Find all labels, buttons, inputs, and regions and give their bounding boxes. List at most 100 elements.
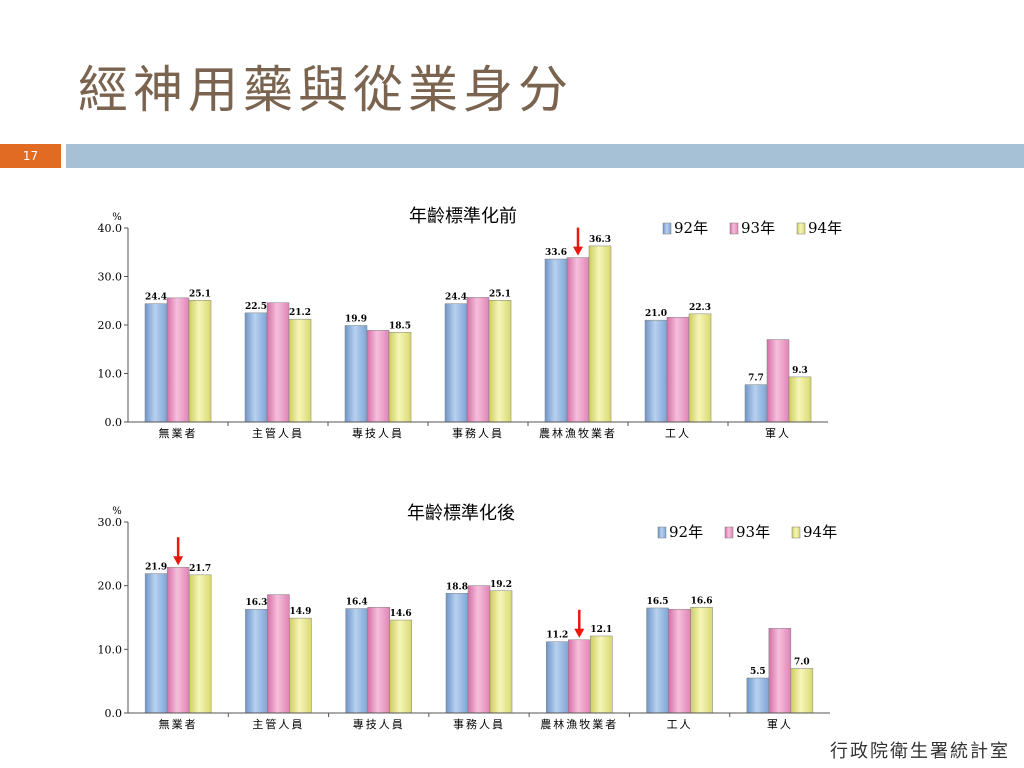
data-label: 16.4	[346, 598, 368, 608]
red-arrow-head-icon	[574, 628, 585, 638]
bar-專技人員-94年	[389, 619, 412, 714]
bar-事務人員-92年	[445, 593, 469, 714]
bar-軍人-92年	[746, 677, 770, 714]
data-label: 18.8	[446, 582, 468, 592]
bar-農林漁牧業者-93年	[568, 639, 591, 714]
data-label: 33.6	[545, 248, 567, 258]
red-arrow-head-icon	[573, 246, 583, 256]
legend-label-94年: 94年	[803, 523, 837, 541]
y-tick-label: 10.0	[98, 643, 123, 656]
red-arrow-head-icon	[173, 556, 184, 566]
bar-無業者-94年	[188, 300, 212, 423]
page-number-badge: 17	[0, 144, 61, 168]
bar-事務人員-93年	[466, 297, 490, 423]
bar-無業者-93年	[166, 566, 190, 714]
data-label: 14.6	[390, 609, 412, 619]
bar-無業者-94年	[188, 574, 212, 714]
legend-label-92年: 92年	[669, 523, 703, 541]
bar-軍人-93年	[766, 339, 790, 423]
x-tick-label: 工人	[665, 427, 691, 440]
y-axis-unit-label: %	[112, 506, 122, 517]
bar-農林漁牧業者-92年	[544, 258, 568, 423]
bar-農林漁牧業者-93年	[566, 257, 590, 423]
bar-無業者-92年	[144, 303, 168, 423]
data-label: 24.4	[145, 293, 167, 303]
x-tick-label: 軍人	[765, 427, 791, 440]
data-label: 24.4	[445, 293, 467, 303]
x-tick-label: 農林漁牧業者	[539, 426, 617, 440]
bar-事務人員-93年	[467, 585, 491, 714]
data-label: 12.1	[590, 625, 612, 635]
data-label: 21.7	[189, 564, 211, 574]
bar-工人-94年	[688, 313, 712, 423]
data-label: 16.5	[647, 597, 669, 607]
data-label: 16.3	[245, 598, 267, 608]
bar-主管人員-94年	[289, 617, 312, 714]
bar-工人-94年	[690, 607, 713, 714]
x-tick-label: 事務人員	[452, 426, 504, 440]
bar-專技人員-93年	[366, 330, 390, 423]
x-tick-label: 主管人員	[252, 717, 304, 731]
bar-農林漁牧業者-92年	[546, 641, 569, 714]
header-bar	[66, 144, 1024, 168]
x-tick-label: 專技人員	[352, 427, 404, 440]
bar-軍人-93年	[768, 628, 792, 714]
data-label: 11.2	[546, 631, 568, 641]
x-tick-label: 無業者	[159, 717, 198, 731]
bar-工人-92年	[646, 607, 669, 714]
x-tick-label: 農林漁牧業者	[540, 717, 618, 731]
legend-label-93年: 93年	[736, 523, 770, 541]
data-label: 21.2	[289, 308, 311, 318]
data-label: 25.1	[489, 289, 511, 299]
bar-主管人員-92年	[245, 608, 268, 714]
bar-專技人員-94年	[388, 332, 412, 423]
legend-swatch-92年	[662, 222, 672, 235]
legend-swatch-93年	[724, 526, 734, 539]
data-label: 22.5	[245, 302, 267, 312]
bar-農林漁牧業者-94年	[588, 245, 612, 423]
legend-swatch-94年	[796, 222, 806, 235]
bar-事務人員-94年	[489, 590, 513, 714]
y-tick-label: 30.0	[98, 516, 123, 529]
footer-organization: 行政院衛生署統計室	[830, 741, 1010, 762]
y-tick-label: 40.0	[98, 222, 123, 235]
bar-軍人-92年	[744, 384, 768, 423]
x-tick-label: 軍人	[767, 718, 793, 731]
legend-swatch-94年	[791, 526, 801, 539]
legend-label-92年: 92年	[674, 219, 708, 237]
bar-事務人員-94年	[488, 300, 512, 423]
data-label: 18.5	[389, 321, 411, 331]
bar-工人-93年	[666, 316, 690, 423]
slide-title: 經神用藥與從業身分	[78, 61, 573, 119]
x-tick-label: 專技人員	[353, 718, 405, 731]
bar-工人-93年	[668, 608, 691, 714]
bar-主管人員-93年	[266, 302, 290, 423]
legend-label-93年: 93年	[741, 219, 775, 237]
data-label: 7.7	[748, 374, 764, 384]
bar-軍人-94年	[788, 376, 812, 423]
bar-專技人員-93年	[367, 607, 390, 714]
x-tick-label: 無業者	[159, 426, 198, 440]
y-axis-unit-label: %	[112, 212, 122, 223]
bar-主管人員-93年	[267, 594, 290, 714]
data-label: 7.0	[794, 657, 810, 667]
legend-swatch-92年	[657, 526, 667, 539]
data-label: 19.2	[490, 580, 512, 590]
x-tick-label: 工人	[667, 718, 693, 731]
y-tick-label: 20.0	[98, 580, 123, 593]
x-tick-label: 主管人員	[252, 426, 304, 440]
x-tick-label: 事務人員	[453, 717, 505, 731]
data-label: 36.3	[589, 235, 611, 245]
data-label: 25.1	[189, 289, 211, 299]
data-label: 16.6	[691, 596, 713, 606]
bar-專技人員-92年	[344, 325, 368, 423]
data-label: 21.0	[645, 309, 667, 319]
data-label: 19.9	[345, 314, 367, 324]
bar-工人-92年	[644, 319, 668, 423]
chart-title: 年齡標準化後	[407, 503, 515, 524]
bar-無業者-93年	[166, 297, 190, 423]
y-tick-label: 10.0	[98, 368, 123, 381]
data-label: 9.3	[792, 366, 808, 376]
bar-農林漁牧業者-94年	[590, 635, 613, 714]
